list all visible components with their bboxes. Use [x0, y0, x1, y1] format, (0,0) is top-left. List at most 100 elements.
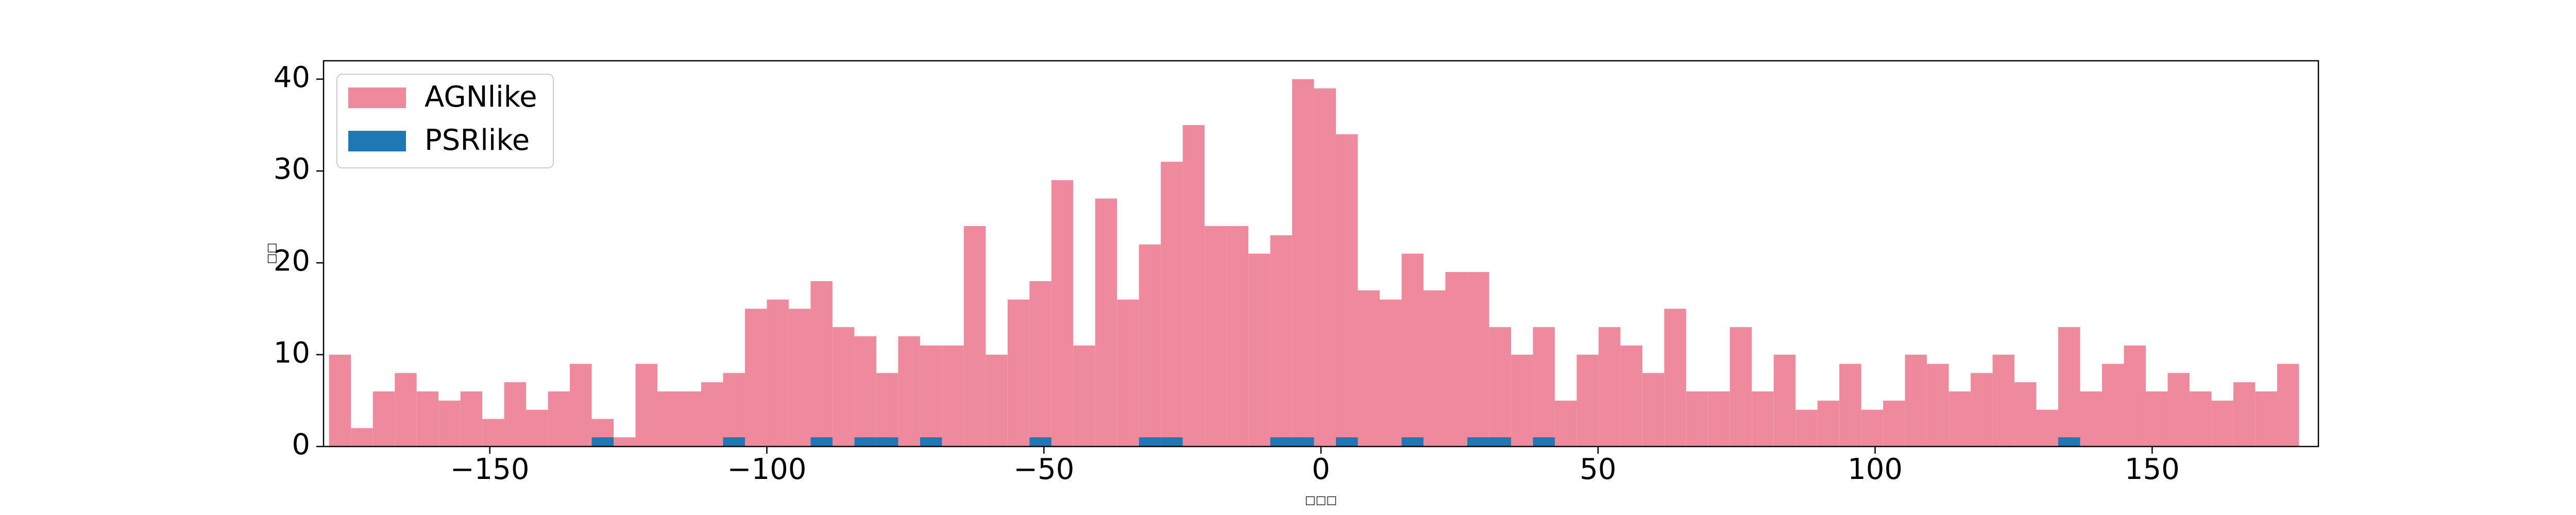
x-tick-label: 50 — [1580, 453, 1616, 486]
bar — [832, 327, 855, 447]
bar — [898, 336, 920, 447]
bar — [1205, 226, 1227, 447]
bar — [504, 382, 527, 447]
x-axis-label: □□□ — [1305, 494, 1337, 507]
x-tick-label: 100 — [1848, 453, 1903, 486]
bar — [876, 373, 899, 447]
bar — [920, 437, 942, 447]
bar — [1445, 272, 1467, 447]
bar — [438, 400, 461, 447]
x-tick-label: 0 — [1312, 453, 1330, 486]
bar — [1467, 272, 1489, 447]
y-tick-label: 10 — [274, 336, 310, 370]
bar — [2167, 373, 2190, 447]
bar — [372, 391, 395, 447]
bar — [942, 345, 964, 447]
bar — [1927, 364, 1949, 447]
bar — [854, 336, 876, 447]
bar — [1423, 290, 1446, 447]
bar — [570, 364, 592, 447]
bar — [963, 226, 986, 447]
bar — [1992, 354, 2015, 447]
bar — [854, 437, 876, 447]
legend-swatch — [348, 131, 406, 151]
bar — [1051, 180, 1074, 447]
bar — [876, 437, 899, 447]
bar — [1336, 437, 1358, 447]
bar — [460, 391, 483, 447]
bar — [1380, 299, 1402, 447]
bar — [1139, 437, 1161, 447]
bar — [1620, 345, 1642, 447]
bar — [1533, 437, 1555, 447]
bar — [1292, 437, 1314, 447]
bar — [1489, 327, 1511, 447]
bar — [788, 308, 811, 447]
bar — [1577, 354, 1599, 447]
bar — [1248, 253, 1270, 447]
bar — [482, 419, 504, 447]
bar — [1226, 226, 1249, 447]
y-tick-label: 40 — [274, 61, 310, 94]
bar — [1401, 437, 1423, 447]
bar — [1948, 391, 1971, 447]
bar — [591, 437, 614, 447]
bar — [744, 308, 767, 447]
bar — [1598, 327, 1621, 447]
bar — [2058, 437, 2080, 447]
bar — [1686, 391, 1708, 447]
bar — [1182, 125, 1205, 447]
bar — [1161, 162, 1183, 447]
bar — [1029, 437, 1052, 447]
bar — [2058, 327, 2080, 447]
bar — [2080, 391, 2102, 447]
bar — [1533, 327, 1555, 447]
bar — [767, 299, 789, 447]
bar — [810, 281, 833, 447]
bar — [1839, 364, 1861, 447]
bar — [1752, 391, 1774, 447]
bar — [810, 437, 833, 447]
bar — [1029, 281, 1052, 447]
bar — [1861, 409, 1884, 447]
legend-swatch — [348, 88, 406, 108]
bar — [1270, 437, 1293, 447]
bar — [1664, 308, 1686, 447]
bar — [1401, 253, 1423, 447]
bar — [2233, 382, 2256, 447]
bar — [1489, 437, 1511, 447]
y-tick-label: 30 — [274, 152, 310, 186]
x-tick-label: −50 — [1013, 453, 1074, 486]
bar — [1139, 244, 1161, 447]
bar — [1358, 290, 1380, 447]
bar — [723, 373, 745, 447]
bar — [1773, 354, 1796, 447]
bar — [548, 391, 570, 447]
bar — [351, 428, 373, 447]
bar — [1117, 299, 1139, 447]
x-tick-label: −150 — [450, 453, 530, 486]
y-axis-label: □□ — [265, 243, 278, 264]
legend-label: AGNlike — [425, 80, 537, 114]
bar — [1007, 299, 1030, 447]
bar — [1708, 391, 1730, 447]
bar — [526, 409, 548, 447]
bar — [679, 391, 701, 447]
bar — [723, 437, 745, 447]
bar — [614, 437, 636, 447]
bar — [1883, 400, 1905, 447]
bar — [1270, 235, 1293, 447]
bar — [2145, 391, 2168, 447]
bar — [1554, 400, 1577, 447]
bar — [657, 391, 680, 447]
bar — [1511, 354, 1533, 447]
y-tick-label: 0 — [292, 428, 310, 461]
y-tick-label: 20 — [274, 244, 310, 278]
bar — [2255, 391, 2277, 447]
bar — [1730, 327, 1752, 447]
bar — [2189, 391, 2212, 447]
bar — [1336, 134, 1358, 447]
bar — [2036, 409, 2059, 447]
bar — [416, 391, 439, 447]
bar — [1971, 373, 1993, 447]
